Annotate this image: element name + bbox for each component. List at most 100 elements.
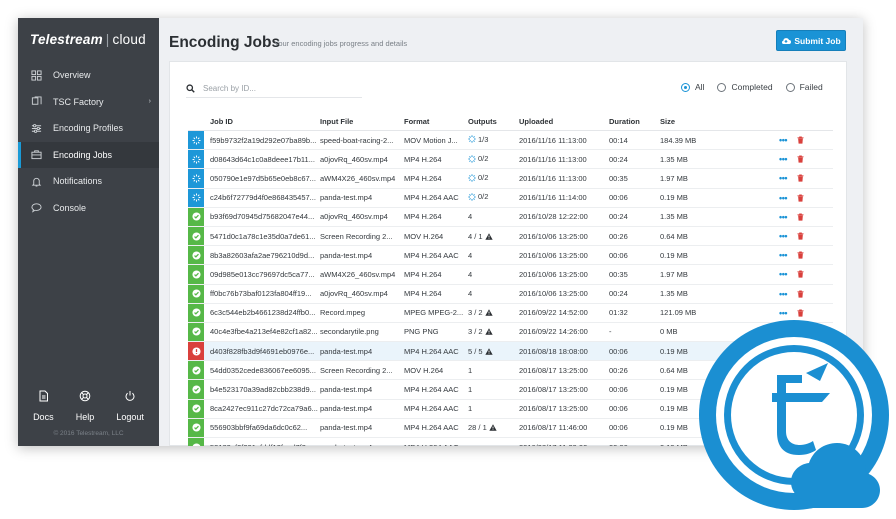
more-options-icon[interactable]: ••• (779, 269, 787, 280)
spinner-icon (468, 174, 476, 182)
size-cell: 0.64 MB (660, 365, 688, 375)
submit-job-button[interactable]: Submit Job (776, 30, 846, 51)
outputs-cell: 28 / 1 (468, 423, 519, 432)
more-options-icon[interactable]: ••• (779, 288, 787, 299)
job-id-cell[interactable]: ff0bc76b73baf0123fa804ff19... (210, 289, 312, 299)
more-options-icon[interactable]: ••• (779, 307, 787, 318)
column-input-file[interactable]: Input File (320, 117, 354, 126)
column-job-id[interactable]: Job ID (210, 117, 233, 126)
column-duration[interactable]: Duration (609, 117, 640, 126)
trash-icon (797, 232, 804, 240)
delete-button[interactable] (797, 309, 804, 317)
table-row[interactable]: 8b3a82603afa2ae796210d9d... panda-test.mp… (188, 246, 833, 266)
job-id-cell[interactable]: 5471d0c1a78c1e35d0a7de61... (210, 231, 316, 241)
radio-button[interactable] (681, 82, 690, 92)
delete-button[interactable] (797, 174, 804, 183)
format-cell: MP4 H.264 AAC (404, 385, 459, 395)
job-id-cell[interactable]: 52182ef2f201afddf12feed7f3... (204, 443, 320, 446)
column-format[interactable]: Format (404, 117, 430, 126)
job-id-cell[interactable]: 556903bbf9fa69da6dc0c62... (210, 423, 308, 433)
more-options-icon[interactable]: ••• (779, 211, 787, 222)
status-cell (188, 226, 204, 246)
table-row[interactable]: 6c3c544eb2b4661238d24ffb0... Record.mpeg M… (188, 303, 833, 323)
delete-button[interactable] (797, 232, 804, 240)
outputs-value: 4 (468, 250, 473, 260)
duration-cell: 00:06 (609, 404, 628, 414)
table-row[interactable]: 40c4e3fbe4a213ef4e82cf1a82... secondaryti… (188, 322, 833, 343)
more-options-icon[interactable]: ••• (779, 135, 787, 146)
format-cell: MP4 H.264 AAC (404, 346, 459, 356)
uploaded-cell: 2016/08/17 11:46:00 (519, 423, 588, 433)
duration-cell: 00:26 (609, 231, 628, 241)
more-options-icon[interactable]: ••• (779, 250, 787, 261)
duration-cell: 00:35 (609, 173, 628, 183)
table-row[interactable]: ff0bc76b73baf0123fa804ff19... a0jovRq_460… (188, 284, 833, 304)
input-file-cell: a0jovRq_460sv.mp4 (320, 289, 388, 299)
delete-button[interactable] (797, 194, 804, 202)
filter-completed-radio[interactable]: Completed (717, 82, 773, 92)
job-id-cell[interactable]: f59b9732f2a19d292e07ba89b... (210, 135, 317, 145)
search-input[interactable] (203, 84, 343, 93)
trash-icon (797, 174, 804, 183)
table-row[interactable]: c24b6f72779d4f0e868435457... panda-test.m… (188, 188, 833, 208)
more-options-icon[interactable]: ••• (779, 154, 787, 165)
table-row[interactable]: 09d985e013cc79697dc5ca77... aWM4X26_460sv… (188, 265, 833, 285)
job-id-cell[interactable]: b93f69d70945d75682047e44... (210, 212, 315, 222)
job-id-cell[interactable]: 54dd0352cede836067ee6095... (210, 365, 316, 375)
job-id-cell[interactable]: d08643d64c1c0a8deee17b11... (210, 154, 315, 164)
table-row[interactable]: d08643d64c1c0a8deee17b11... a0jovRq_460sv… (188, 150, 833, 170)
sidebar-item-encoding-jobs[interactable]: Encoding Jobs (18, 141, 159, 168)
docs-link[interactable]: Docs (33, 390, 54, 422)
sidebar-item-console[interactable]: Console (18, 195, 159, 222)
trash-icon (797, 290, 804, 298)
job-id-cell[interactable]: b4e523170a39ad82cbb238d9... (210, 385, 316, 395)
job-id-cell[interactable]: d403f828fb3d9f4691eb0976e... (210, 346, 315, 356)
job-id-cell[interactable]: 6c3c544eb2b4661238d24ffb0... (210, 308, 316, 318)
radio-button[interactable] (717, 82, 727, 92)
table-row[interactable]: 8ca2427ec911c27dc72ca79a6... panda-test.m… (188, 399, 833, 419)
delete-button[interactable] (797, 136, 804, 144)
radio-button[interactable] (785, 82, 795, 92)
format-cell: MP4 H.264 AAC (404, 404, 459, 414)
table-row[interactable]: d403f828fb3d9f4691eb0976e... panda-test.m… (188, 342, 833, 362)
delete-button[interactable] (797, 251, 804, 259)
job-id-cell[interactable]: c24b6f72779d4f0e868435457... (210, 193, 316, 203)
check-circle-icon (191, 251, 201, 260)
delete-button[interactable] (797, 270, 804, 278)
help-link[interactable]: Help (76, 390, 94, 422)
column-uploaded[interactable]: Uploaded (519, 117, 554, 126)
job-id-cell[interactable]: 8b3a82603afa2ae796210d9d... (210, 250, 315, 260)
more-options-icon[interactable]: ••• (779, 231, 787, 242)
job-id-cell[interactable]: 09d985e013cc79697dc5ca77... (210, 269, 315, 279)
table-row[interactable]: b93f69d70945d75682047e44... a0jovRq_460sv… (188, 207, 833, 227)
more-options-icon[interactable]: ••• (779, 173, 787, 184)
spinner-icon (468, 193, 476, 201)
sidebar-item-tsc-factory[interactable]: TSC Factory › (18, 89, 159, 116)
app-logo[interactable]: Telestream | cloud (30, 32, 146, 47)
delete-button[interactable] (797, 155, 804, 163)
logout-link[interactable]: Logout (116, 390, 144, 422)
sidebar-item-label: Encoding Jobs (53, 149, 113, 160)
more-options-icon[interactable]: ••• (779, 192, 787, 203)
status-cell (188, 188, 204, 207)
filter-all-radio[interactable]: All (681, 82, 704, 92)
sidebar-item-notifications[interactable]: Notifications (18, 168, 159, 195)
column-size[interactable]: Size (660, 117, 676, 126)
table-row[interactable]: f59b9732f2a19d292e07ba89b... speed-boat-r… (188, 131, 833, 151)
table-row[interactable]: 5471d0c1a78c1e35d0a7de61... Screen Record… (188, 226, 833, 247)
outputs-cell: 0/2 (468, 173, 519, 184)
job-id-cell[interactable]: 050790e1e97d5b65e0eb8c67... (210, 173, 316, 183)
job-id-cell[interactable]: 40c4e3fbe4a213ef4e82cf1a82... (210, 327, 318, 337)
outputs-value: 28 / 1 (468, 423, 487, 433)
table-row[interactable]: 050790e1e97d5b65e0eb8c67... aWM4X26_460sv… (188, 169, 833, 189)
sidebar-item-overview[interactable]: Overview (18, 62, 159, 89)
outputs-value: 0/2 (478, 173, 489, 183)
status-indicator (188, 418, 204, 437)
status-cell (188, 361, 204, 380)
column-outputs[interactable]: Outputs (468, 117, 497, 126)
sidebar-item-encoding-profiles[interactable]: Encoding Profiles (18, 115, 159, 142)
job-id-cell[interactable]: 8ca2427ec911c27dc72ca79a6... (210, 404, 318, 414)
delete-button[interactable] (797, 213, 804, 221)
filter-failed-radio[interactable]: Failed (785, 82, 823, 92)
delete-button[interactable] (797, 290, 804, 298)
